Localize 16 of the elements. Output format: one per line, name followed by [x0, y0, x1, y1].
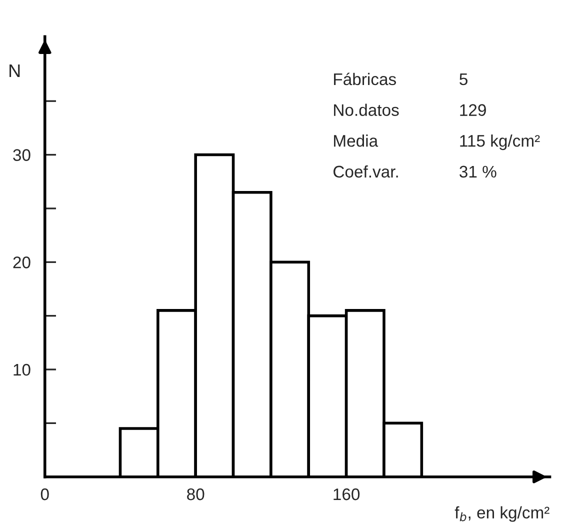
x-axis-title: f$_{b}$, en kg/cm²: [454, 506, 550, 522]
annotation: Media: [334, 134, 378, 147]
y-tick-label: 10: [14, 364, 30, 376]
y-axis-title: N: [10, 64, 20, 77]
annotation: 5: [460, 74, 468, 86]
y-tick-label: 30: [13, 149, 30, 161]
annotation: No.datos: [334, 104, 399, 116]
annotation: 115 kg/cm²: [460, 134, 540, 150]
annotation: Coef.var.: [334, 165, 398, 178]
annotation: Fábricas: [334, 72, 396, 86]
x-tick-label: 80: [187, 488, 204, 500]
x-tick-label: 0: [40, 488, 49, 500]
annotation: 129: [460, 104, 486, 116]
y-tick-label: 20: [13, 256, 30, 268]
x-tick-label: 160: [334, 488, 360, 500]
annotation: 31 %: [460, 166, 496, 178]
